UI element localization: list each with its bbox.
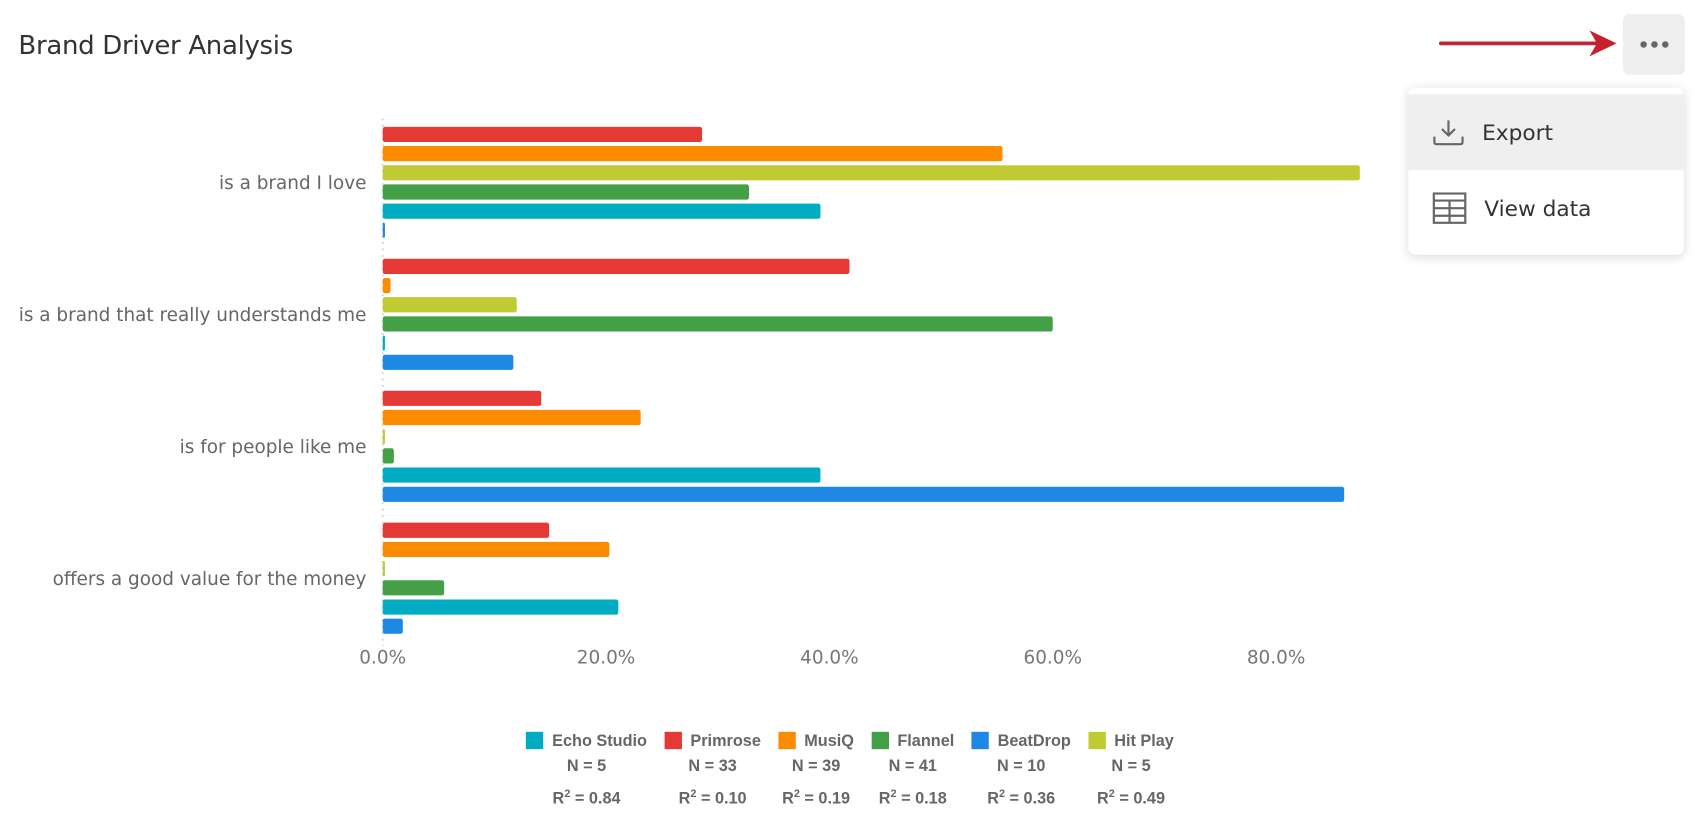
legend-r2: R2 = 0.19 [782,788,851,808]
bar-beatdrop [382,354,514,370]
bar-echo-studio [382,467,821,483]
widget-title: Brand Driver Analysis [18,30,293,61]
x-tick-label: 60.0% [1023,648,1082,669]
bar-primrose [382,522,550,538]
bar-beatdrop [382,618,403,634]
legend-label: Hit Play [1114,731,1174,750]
legend-r2-value: = 0.36 [1009,789,1056,808]
legend-label: Echo Studio [552,731,648,750]
x-tick-label: 20.0% [577,648,636,669]
bar-musiq [382,541,610,558]
dot-icon [1650,41,1658,48]
legend-n: N = 41 [888,756,937,776]
bar-hit-play [382,429,385,445]
legend-r2: R2 = 0.49 [1097,788,1166,808]
legend-item[interactable]: Hit Play N = 5 R2 = 0.49 [1088,729,1174,809]
legend-item[interactable]: BeatDrop N = 10 R2 = 0.36 [971,729,1071,809]
legend-swatch [1088,731,1106,750]
bar-flannel [382,184,749,200]
bar-primrose [382,258,850,274]
bar-flannel [382,448,394,464]
legend-label: Flannel [897,731,955,750]
table-icon [1432,192,1467,224]
legend-item[interactable]: Primrose N = 33 R2 = 0.10 [664,729,761,809]
legend-r2-value: = 0.10 [700,789,747,808]
bar-beatdrop [382,486,1345,502]
dot-icon [1661,41,1669,48]
more-options-button[interactable] [1623,14,1685,75]
bar-primrose [382,390,542,406]
bar-hit-play [382,561,385,577]
legend-n: N = 5 [1111,756,1151,776]
bar-musiq [382,409,641,426]
category-label: is for people like me [180,437,367,458]
legend-swatch [778,731,796,750]
legend-n: N = 39 [791,756,841,776]
bar-musiq [382,146,1003,162]
x-tick-label: 0.0% [359,648,406,669]
legend-r2-value: = 0.49 [1119,789,1166,808]
legend-n: N = 33 [688,756,737,776]
legend-r2: R2 = 0.18 [878,788,947,808]
legend-label: BeatDrop [997,731,1071,750]
legend-item[interactable]: Flannel N = 41 R2 = 0.18 [871,729,954,809]
bar-hit-play [382,297,517,313]
chart-legend: Echo Studio N = 5 R2 = 0.84 Primrose N = 33… [0,729,1700,809]
legend-r2: R2 = 0.10 [678,788,747,808]
category-label: offers a good value for the money [53,569,367,590]
legend-r2-value: = 0.19 [804,789,851,808]
legend-label: Primrose [690,731,761,750]
download-icon [1433,120,1464,146]
legend-swatch [526,731,544,750]
bar-echo-studio [382,203,821,219]
category-label: is a brand I love [219,173,366,194]
legend-swatch [971,731,989,750]
bar-primrose [382,126,703,143]
x-tick-label: 40.0% [800,648,859,669]
bar-hit-play [382,165,1360,181]
bar-echo-studio [382,335,385,351]
legend-item[interactable]: MusiQ N = 39 R2 = 0.19 [778,729,854,809]
menu-item-label: Export [1482,119,1554,146]
menu-item-label: View data [1484,195,1592,222]
legend-r2: R2 = 0.36 [987,788,1056,808]
options-menu: Export View data [1408,87,1684,255]
legend-n: N = 5 [566,756,607,776]
legend-r2-value: = 0.18 [901,789,947,808]
legend-label: MusiQ [804,731,854,750]
bar-chart: is a brand I love is a brand that really … [19,118,1360,669]
legend-swatch [664,731,682,750]
legend-item[interactable]: Echo Studio N = 5 R2 = 0.84 [526,729,647,809]
legend-swatch [871,731,889,750]
bar-echo-studio [382,599,619,615]
category-label: is a brand that really understands me [19,305,367,326]
legend-r2-value: = 0.84 [574,789,621,808]
bar-musiq [382,277,391,294]
bar-beatdrop [382,222,385,238]
bar-flannel [382,580,445,596]
bar-flannel [382,316,1053,332]
legend-r2: R2 = 0.84 [552,788,621,808]
dot-icon [1639,41,1647,48]
x-tick-label: 80.0% [1247,648,1306,669]
legend-n: N = 10 [997,756,1046,776]
menu-item-export[interactable]: Export [1408,94,1684,171]
annotation-arrow-icon [1438,30,1617,57]
menu-item-view-data[interactable]: View data [1408,170,1683,246]
